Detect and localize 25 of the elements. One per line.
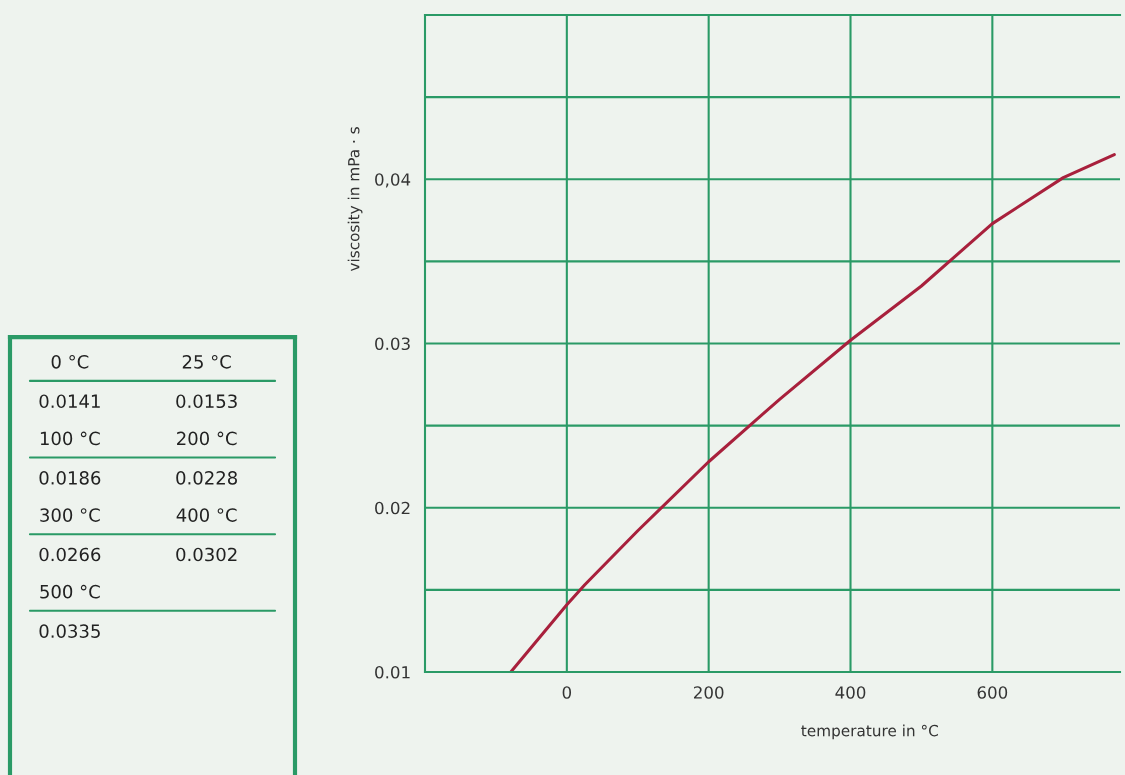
x-tick-label: 400 [835,686,866,699]
text: 0.0141 [39,394,100,409]
text: 500 °C [40,584,100,599]
line-series [509,153,1116,672]
x-tick-label: 200 [693,686,724,699]
text: 200 °C [177,431,237,446]
text: 0.0335 [39,624,100,638]
text: 0 °C [51,354,89,369]
text: 0.0302 [176,547,237,562]
y-tick-label: 0.02 [375,501,410,515]
text: 400 °C [176,508,237,522]
y-tick-label: 0.03 [375,337,410,351]
text: 25 °C [182,354,231,369]
y-axis-title: viscosity in mPa · s [347,127,363,272]
x-tick-label: 0 [562,686,572,699]
x-tick-label: 600 [977,686,1008,699]
text: 0.0153 [176,394,237,409]
y-tick-label: 0.01 [375,665,410,679]
text: 300 °C [40,508,100,522]
x-axis-title: temperature in °C [801,724,938,740]
text: 0.0266 [39,547,101,562]
y-tick-label: 0,04 [375,173,411,188]
text: 0.0186 [39,471,101,485]
text: 100 °C [40,431,100,446]
text: 0.0228 [176,471,237,485]
